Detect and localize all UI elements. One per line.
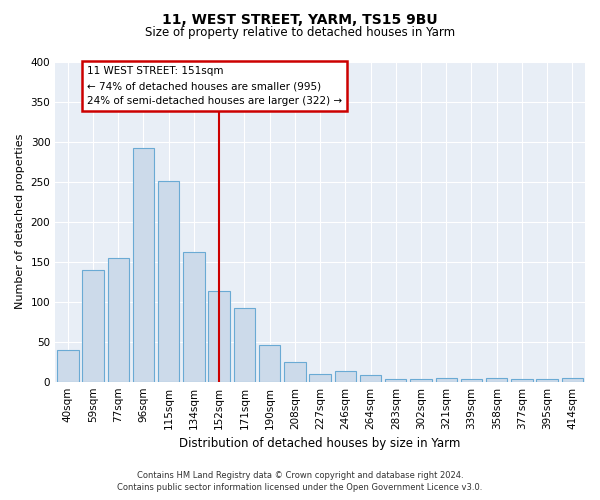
Bar bbox=[82, 270, 104, 382]
Bar bbox=[385, 380, 406, 382]
Bar bbox=[259, 345, 280, 382]
Text: 11 WEST STREET: 151sqm
← 74% of detached houses are smaller (995)
24% of semi-de: 11 WEST STREET: 151sqm ← 74% of detached… bbox=[87, 66, 342, 106]
Bar bbox=[284, 362, 305, 382]
X-axis label: Distribution of detached houses by size in Yarm: Distribution of detached houses by size … bbox=[179, 437, 461, 450]
Bar bbox=[511, 380, 533, 382]
Text: 11, WEST STREET, YARM, TS15 9BU: 11, WEST STREET, YARM, TS15 9BU bbox=[162, 12, 438, 26]
Bar bbox=[461, 380, 482, 382]
Y-axis label: Number of detached properties: Number of detached properties bbox=[15, 134, 25, 310]
Bar bbox=[133, 148, 154, 382]
Bar bbox=[360, 376, 381, 382]
Text: Contains HM Land Registry data © Crown copyright and database right 2024.
Contai: Contains HM Land Registry data © Crown c… bbox=[118, 471, 482, 492]
Bar bbox=[208, 291, 230, 382]
Bar bbox=[486, 378, 508, 382]
Bar bbox=[107, 258, 129, 382]
Bar bbox=[310, 374, 331, 382]
Bar bbox=[233, 308, 255, 382]
Bar bbox=[536, 380, 558, 382]
Bar bbox=[158, 181, 179, 382]
Bar bbox=[57, 350, 79, 382]
Bar bbox=[410, 380, 432, 382]
Bar bbox=[562, 378, 583, 382]
Bar bbox=[335, 372, 356, 382]
Bar bbox=[183, 252, 205, 382]
Bar bbox=[436, 378, 457, 382]
Text: Size of property relative to detached houses in Yarm: Size of property relative to detached ho… bbox=[145, 26, 455, 39]
